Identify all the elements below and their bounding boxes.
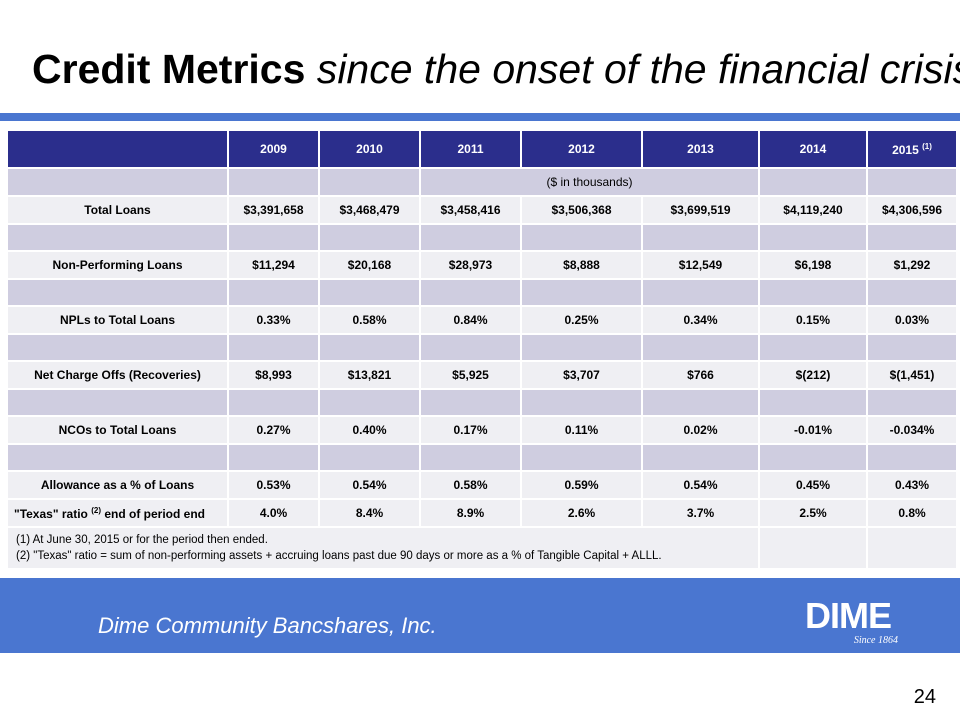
cell-value: 3.7% <box>641 498 760 528</box>
header-year: 2011 <box>419 129 522 169</box>
cell-value: 2.6% <box>520 498 643 528</box>
table-row: NPLs to Total Loans 0.33% 0.58% 0.84% 0.… <box>6 305 958 335</box>
cell-value: 0.54% <box>318 470 421 500</box>
cell-value: 0.43% <box>866 470 958 500</box>
texas-label-start: "Texas" ratio <box>14 506 88 521</box>
cell-value: 0.58% <box>318 305 421 335</box>
cell-value: $8,888 <box>520 250 643 280</box>
cell-value: $6,198 <box>758 250 868 280</box>
cell-value: 0.11% <box>520 415 643 445</box>
header-year: 2012 <box>520 129 643 169</box>
cell-value: 0.33% <box>227 305 320 335</box>
cell-value: $20,168 <box>318 250 421 280</box>
cell-value: $3,391,658 <box>227 195 320 225</box>
spacer-row <box>6 278 958 307</box>
header-year-2015: 2015 (1) <box>866 129 958 169</box>
slide-title: Credit Metrics since the onset of the fi… <box>32 44 960 94</box>
cell-value: 0.34% <box>641 305 760 335</box>
table-header-row: 2009 2010 2011 2012 2013 2014 2015 (1) <box>6 129 958 169</box>
cell-value: 0.8% <box>866 498 958 528</box>
logo-word: DIME <box>805 595 892 636</box>
row-label: Net Charge Offs (Recoveries) <box>6 360 229 390</box>
table-row: Total Loans $3,391,658 $3,468,479 $3,458… <box>6 195 958 225</box>
title-italic: since the onset of the financial crisis <box>316 46 960 92</box>
cell-value: 0.54% <box>641 470 760 500</box>
cell-value: 8.4% <box>318 498 421 528</box>
cell-value: $8,993 <box>227 360 320 390</box>
cell-value: $3,699,519 <box>641 195 760 225</box>
header-year-label: 2015 <box>892 142 919 157</box>
spacer-row <box>6 223 958 252</box>
cell-value: 0.03% <box>866 305 958 335</box>
notes-row: (1) At June 30, 2015 or for the period t… <box>6 526 958 570</box>
footnote-ref-1: (1) <box>922 141 932 151</box>
table-row: Net Charge Offs (Recoveries) $8,993 $13,… <box>6 360 958 390</box>
table-row: Allowance as a % of Loans 0.53% 0.54% 0.… <box>6 470 958 500</box>
footnote-ref-2: (2) <box>91 505 101 515</box>
credit-metrics-table: 2009 2010 2011 2012 2013 2014 2015 (1) (… <box>6 129 958 570</box>
footnote-2: (2) "Texas" ratio = sum of non-performin… <box>16 550 662 562</box>
texas-ratio-row: "Texas" ratio (2) end of period end 4.0%… <box>6 498 958 528</box>
cell-value: $766 <box>641 360 760 390</box>
footnotes: (1) At June 30, 2015 or for the period t… <box>6 526 760 570</box>
cell-value: 0.02% <box>641 415 760 445</box>
cell-value: 0.53% <box>227 470 320 500</box>
title-divider <box>0 113 960 121</box>
cell-value: 2.5% <box>758 498 868 528</box>
cell-value: $5,925 <box>419 360 522 390</box>
cell-value: 8.9% <box>419 498 522 528</box>
cell-value: $3,468,479 <box>318 195 421 225</box>
table-row: Non-Performing Loans $11,294 $20,168 $28… <box>6 250 958 280</box>
header-year: 2010 <box>318 129 421 169</box>
cell-value: 0.58% <box>419 470 522 500</box>
cell-value: $(212) <box>758 360 868 390</box>
spacer-row <box>6 443 958 472</box>
cell-value: 0.27% <box>227 415 320 445</box>
header-blank <box>6 129 229 169</box>
texas-label-end: end of period end <box>104 506 205 521</box>
dime-logo: DIME Since 1864 <box>796 595 900 647</box>
logo-since: Since 1864 <box>853 635 898 646</box>
cell-value: -0.01% <box>758 415 868 445</box>
cell-value: $(1,451) <box>866 360 958 390</box>
header-year: 2013 <box>641 129 760 169</box>
row-label-texas: "Texas" ratio (2) end of period end <box>6 498 229 528</box>
cell-value: $4,119,240 <box>758 195 868 225</box>
cell-value: 0.59% <box>520 470 643 500</box>
page-number: 24 <box>913 686 936 708</box>
company-name: Dime Community Bancshares, Inc. <box>98 613 437 638</box>
cell-value: $28,973 <box>419 250 522 280</box>
row-label: Allowance as a % of Loans <box>6 470 229 500</box>
cell-value: -0.034% <box>866 415 958 445</box>
cell-value: 0.17% <box>419 415 522 445</box>
cell-value: 4.0% <box>227 498 320 528</box>
cell-value: $11,294 <box>227 250 320 280</box>
cell-value: $4,306,596 <box>866 195 958 225</box>
cell-value: 0.40% <box>318 415 421 445</box>
cell-value: $13,821 <box>318 360 421 390</box>
cell-value: 0.45% <box>758 470 868 500</box>
spacer-row <box>6 333 958 362</box>
units-row: ($ in thousands) <box>6 167 958 197</box>
cell-value: 0.25% <box>520 305 643 335</box>
row-label: NCOs to Total Loans <box>6 415 229 445</box>
row-label: Non-Performing Loans <box>6 250 229 280</box>
cell-value: $3,458,416 <box>419 195 522 225</box>
units-note: ($ in thousands) <box>419 167 760 197</box>
cell-value: $3,506,368 <box>520 195 643 225</box>
cell-value: $3,707 <box>520 360 643 390</box>
spacer-row <box>6 388 958 417</box>
footnote-1: (1) At June 30, 2015 or for the period t… <box>16 534 268 546</box>
title-bold: Credit Metrics <box>32 46 306 92</box>
table-row: NCOs to Total Loans 0.27% 0.40% 0.17% 0.… <box>6 415 958 445</box>
footer-band <box>0 578 960 653</box>
header-year: 2009 <box>227 129 320 169</box>
cell-value: $1,292 <box>866 250 958 280</box>
cell-value: 0.84% <box>419 305 522 335</box>
cell-value: $12,549 <box>641 250 760 280</box>
cell-value: 0.15% <box>758 305 868 335</box>
row-label: Total Loans <box>6 195 229 225</box>
header-year: 2014 <box>758 129 868 169</box>
row-label: NPLs to Total Loans <box>6 305 229 335</box>
